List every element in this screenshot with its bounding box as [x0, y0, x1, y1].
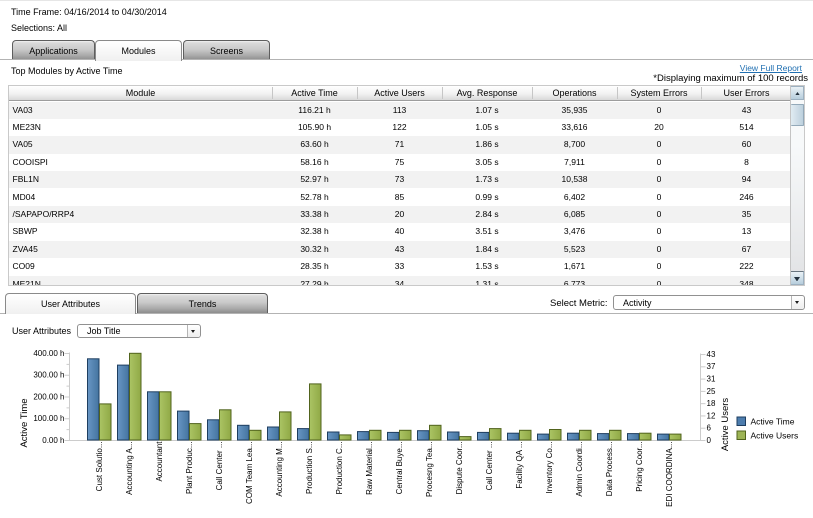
svg-text:Accounting M...: Accounting M... — [275, 442, 284, 497]
svg-text:0: 0 — [707, 436, 712, 445]
svg-text:400.00 h: 400.00 h — [33, 349, 64, 358]
svg-text:300.00 h: 300.00 h — [33, 371, 64, 380]
svg-text:Production S...: Production S... — [305, 442, 314, 494]
svg-text:Central Buye...: Central Buye... — [395, 442, 404, 495]
svg-text:Active Time: Active Time — [19, 398, 30, 447]
svg-text:Facility QA ...: Facility QA ... — [515, 442, 524, 489]
svg-text:Accountant: Accountant — [155, 441, 164, 482]
svg-text:EDI COORDINA...: EDI COORDINA... — [665, 442, 674, 507]
svg-text:Active Time: Active Time — [751, 417, 795, 427]
svg-text:Active Users: Active Users — [720, 398, 731, 452]
svg-text:Raw Material...: Raw Material... — [365, 442, 374, 495]
svg-text:6: 6 — [707, 424, 712, 433]
svg-text:37: 37 — [707, 362, 716, 371]
svg-text:Inventory Co...: Inventory Co... — [545, 442, 554, 494]
svg-text:Call Center ...: Call Center ... — [485, 442, 494, 491]
svg-text:12: 12 — [707, 411, 716, 420]
svg-text:18: 18 — [707, 399, 716, 408]
svg-text:31: 31 — [707, 375, 716, 384]
svg-text:Plant Produc...: Plant Produc... — [185, 442, 194, 494]
svg-text:Data Process...: Data Process... — [605, 442, 614, 497]
svg-text:Admin Coordi...: Admin Coordi... — [575, 442, 584, 497]
svg-text:Procesng Tea...: Procesng Tea... — [425, 442, 434, 497]
svg-text:Pricing Coor...: Pricing Coor... — [635, 442, 644, 492]
svg-text:COM Team Lea...: COM Team Lea... — [245, 442, 254, 505]
svg-text:100.00 h: 100.00 h — [33, 414, 64, 423]
svg-text:Cust Solutio...: Cust Solutio... — [95, 442, 104, 492]
svg-text:Accounting A...: Accounting A... — [125, 442, 134, 495]
svg-text:Call Center ...: Call Center ... — [215, 442, 224, 491]
svg-text:43: 43 — [707, 350, 716, 359]
svg-text:Dispute Coor...: Dispute Coor... — [455, 442, 464, 495]
svg-text:Active Users: Active Users — [751, 430, 799, 440]
svg-text:200.00 h: 200.00 h — [33, 392, 64, 401]
svg-text:25: 25 — [707, 387, 716, 396]
svg-text:Production C...: Production C... — [335, 442, 344, 495]
svg-text:0.00 h: 0.00 h — [42, 436, 64, 445]
